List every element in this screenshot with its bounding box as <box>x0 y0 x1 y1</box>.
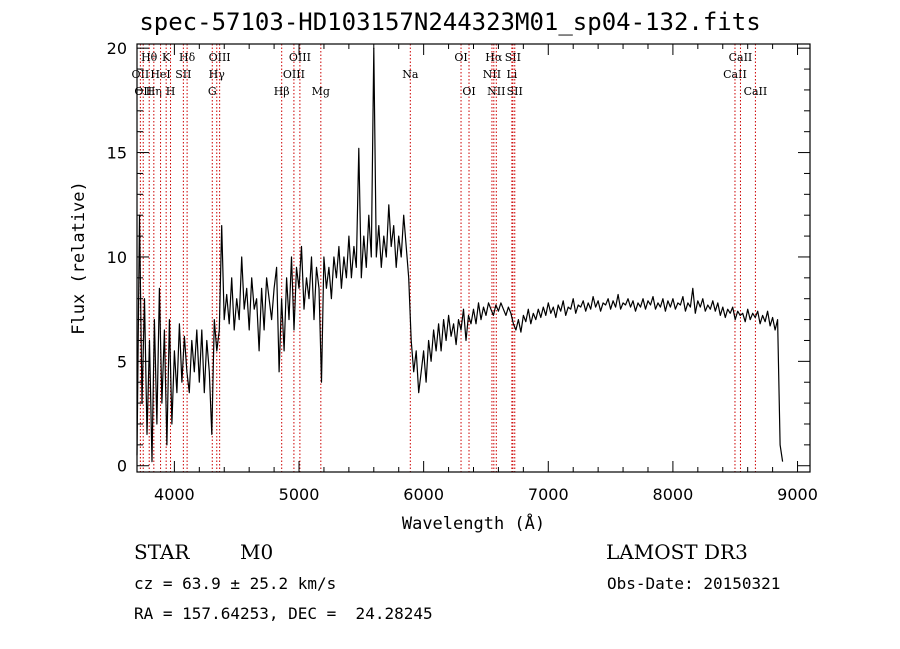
y-tick-label: 5 <box>117 352 127 371</box>
line-label: Hβ <box>274 85 290 98</box>
line-label: K <box>162 51 171 64</box>
y-tick-label: 20 <box>107 39 127 58</box>
line-label: G <box>208 85 217 98</box>
object-subclass: M0 <box>240 540 274 564</box>
x-tick-label: 4000 <box>154 485 195 504</box>
survey-name: LAMOST DR3 <box>606 540 748 564</box>
line-label: Hγ <box>209 68 226 81</box>
line-label: HeI <box>150 68 170 81</box>
sky-coordinates: RA = 157.64253, DEC = 24.28245 <box>134 604 433 623</box>
line-label: Hη <box>146 85 162 98</box>
y-tick-label: 15 <box>107 144 127 163</box>
line-label: Hθ <box>141 51 158 64</box>
line-label: SII <box>505 51 521 64</box>
line-label: Hδ <box>179 51 196 64</box>
x-axis-label: Wavelength (Å) <box>402 512 545 534</box>
line-label: NII <box>483 68 501 81</box>
x-tick-label: 5000 <box>279 485 320 504</box>
y-axis-label: Flux (relative) <box>69 181 89 335</box>
line-label: H <box>166 85 176 98</box>
line-label: CaII <box>744 85 768 98</box>
line-label: NII <box>487 85 505 98</box>
line-label: SII <box>507 85 523 98</box>
line-label: OIII <box>283 68 305 81</box>
y-tick-label: 0 <box>117 457 127 476</box>
x-tick-label: 6000 <box>403 485 444 504</box>
line-label: OIII <box>209 51 231 64</box>
line-label: OII <box>134 85 152 98</box>
line-label: CaII <box>729 51 753 64</box>
line-label: CaII <box>723 68 747 81</box>
plot-frame <box>136 43 811 473</box>
line-label: SII <box>175 68 191 81</box>
line-label: OI <box>454 51 467 64</box>
line-label: OIII <box>289 51 311 64</box>
line-label: Li <box>506 68 517 81</box>
x-tick-label: 8000 <box>653 485 694 504</box>
x-tick-label: 7000 <box>528 485 569 504</box>
line-label: OI <box>462 85 475 98</box>
x-tick-label: 9000 <box>777 485 818 504</box>
object-class: STAR <box>134 540 190 564</box>
line-label: Hα <box>485 51 503 64</box>
line-label: Na <box>402 68 419 81</box>
observation-date: Obs-Date: 20150321 <box>607 574 781 593</box>
redshift-velocity: cz = 63.9 ± 25.2 km/s <box>134 574 337 593</box>
y-tick-label: 10 <box>107 248 127 267</box>
spectrum-line <box>136 47 784 463</box>
page-title: spec-57103-HD103157N244323M01_sp04-132.f… <box>139 8 761 36</box>
line-label: OII <box>132 68 150 81</box>
line-label: Mg <box>312 85 330 98</box>
